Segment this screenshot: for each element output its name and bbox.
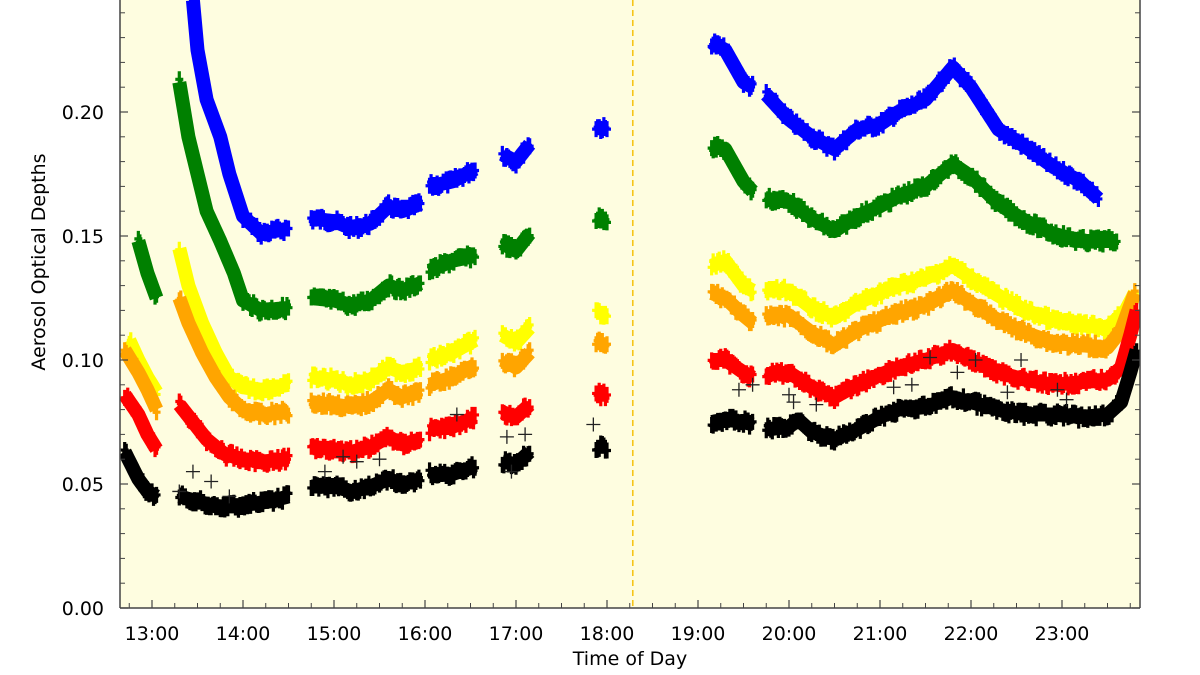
series-core xyxy=(590,335,613,352)
series-green xyxy=(131,71,1123,322)
series-black xyxy=(120,343,1140,518)
x-ticks: 13:00 14:00 15:00 16:00 17:00 18:00 19:00 20:00… xyxy=(125,600,1131,645)
series-core xyxy=(760,308,1140,405)
series-core xyxy=(706,412,759,432)
series-core xyxy=(172,81,294,318)
series-core xyxy=(760,157,1123,248)
x-tick-label: 18:00 xyxy=(580,623,635,645)
series-core xyxy=(760,258,1140,335)
series-core xyxy=(305,429,426,459)
series-core xyxy=(120,447,163,503)
y-tick-label: 0.20 xyxy=(62,102,104,124)
outlier-plus-markers xyxy=(172,350,1074,504)
axes: 13:00 14:00 15:00 16:00 17:00 18:00 19:00 20:00… xyxy=(62,0,1141,645)
x-tick-label: 19:00 xyxy=(671,623,726,645)
series-core xyxy=(496,322,536,350)
x-tick-label: 23:00 xyxy=(1035,623,1090,645)
series-core xyxy=(185,0,294,241)
series-core xyxy=(590,120,613,137)
series-core xyxy=(706,139,759,197)
x-tick-label: 17:00 xyxy=(489,623,544,645)
series-core xyxy=(305,382,426,415)
x-tick-label: 13:00 xyxy=(125,623,180,645)
series-core xyxy=(760,283,1140,355)
series-core xyxy=(706,253,759,297)
series-yellow xyxy=(122,241,1140,403)
series-core xyxy=(706,36,759,94)
series-core xyxy=(424,358,481,392)
x-tick-label: 15:00 xyxy=(307,623,362,645)
y-tick-label: 0.15 xyxy=(62,226,104,248)
series-red xyxy=(120,303,1140,473)
y-tick-label: 0.05 xyxy=(62,474,104,496)
series-core xyxy=(172,295,294,422)
series-core xyxy=(760,60,1104,205)
series-core xyxy=(305,197,426,236)
y-ticks: 0.00 0.05 0.10 0.15 0.20 xyxy=(62,12,1140,620)
x-tick-label: 21:00 xyxy=(853,623,908,645)
series-core xyxy=(305,472,426,499)
series-core xyxy=(424,249,481,278)
series-core xyxy=(173,399,294,469)
series-core xyxy=(496,347,536,375)
series-core xyxy=(172,246,294,397)
series-core xyxy=(496,446,536,472)
x-tick-label: 16:00 xyxy=(398,623,453,645)
series-core xyxy=(424,459,481,482)
series-core xyxy=(120,389,163,454)
outlier-markers xyxy=(172,350,1074,504)
series-core xyxy=(173,489,294,514)
series-blue xyxy=(185,0,1104,245)
y-tick-label: 0.00 xyxy=(62,598,104,620)
series-core xyxy=(496,228,536,258)
x-tick-label: 20:00 xyxy=(762,623,817,645)
series-core xyxy=(131,239,164,301)
series-layer xyxy=(120,0,1140,518)
series-core xyxy=(305,276,426,313)
series-core xyxy=(496,139,536,169)
y-axis-title: Aerosol Optical Depths xyxy=(28,153,50,370)
y-tick-label: 0.10 xyxy=(62,350,104,372)
series-core xyxy=(760,348,1140,447)
series-orange xyxy=(120,281,1140,426)
series-core xyxy=(424,333,481,367)
x-tick-label: 14:00 xyxy=(216,623,271,645)
series-core xyxy=(120,345,163,414)
series-core xyxy=(305,360,426,392)
x-tick-label: 22:00 xyxy=(944,623,999,645)
series-core xyxy=(706,286,759,329)
series-core xyxy=(424,162,481,194)
series-core xyxy=(706,353,759,384)
series-core xyxy=(496,399,536,425)
x-axis-title: Time of Day xyxy=(572,648,687,670)
series-core xyxy=(424,410,481,437)
